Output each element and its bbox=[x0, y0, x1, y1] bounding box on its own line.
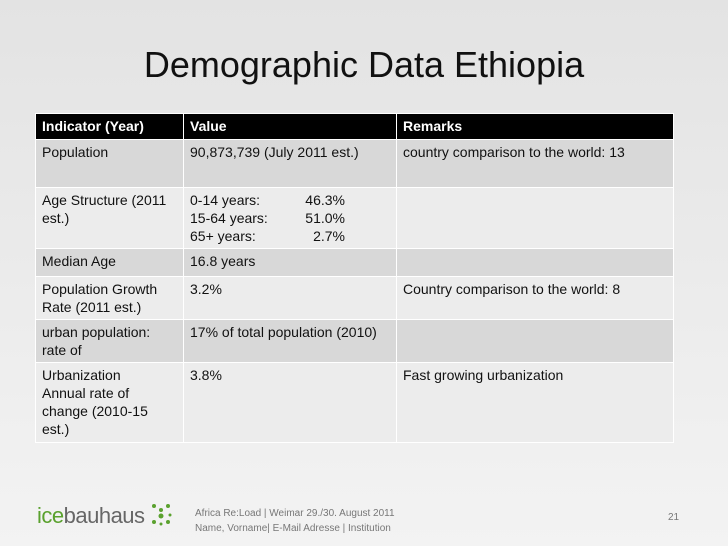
empty-cell bbox=[396, 248, 674, 277]
cell-line: Urbanization bbox=[42, 367, 121, 383]
age-group: 0-14 years: bbox=[190, 192, 261, 208]
column-header: Value bbox=[183, 113, 397, 140]
empty-cell bbox=[396, 319, 674, 363]
logo: icebauhaus bbox=[37, 502, 172, 529]
cell-line: Annual rate of change (2010-15 est.) bbox=[42, 385, 148, 437]
table-cell: 3.8% bbox=[183, 362, 397, 443]
age-grid: 0-14 years: 46.3% 15-64 years: 51.0% 65+ yea… bbox=[190, 191, 390, 245]
empty-cell bbox=[396, 187, 674, 249]
table-cell: urban population: rate of bbox=[35, 319, 184, 363]
table-row: Urbanization Annual rate of change (2010-… bbox=[35, 362, 674, 443]
table-cell: country comparison to the world: 13 bbox=[396, 139, 674, 188]
table-cell: Population Growth Rate (2011 est.) bbox=[35, 276, 184, 320]
table-cell: Country comparison to the world: 8 bbox=[396, 276, 674, 320]
footer-text: Africa Re:Load | Weimar 29./30. August 2… bbox=[195, 506, 395, 536]
table-row: Population 90,873,739 (July 2011 est.) cou… bbox=[35, 139, 674, 188]
age-share: 2.7% bbox=[313, 228, 345, 244]
slide-title: Demographic Data Ethiopia bbox=[143, 44, 585, 85]
table-cell: Urbanization Annual rate of change (2010-… bbox=[35, 362, 184, 443]
table-cell: 16.8 years bbox=[183, 248, 397, 277]
table-row: Age Structure (2011 est.) 0-14 years: 46.3… bbox=[35, 187, 674, 249]
table-cell: 3.2% bbox=[183, 276, 397, 320]
footer-line: Name, Vorname| E-Mail Adresse | Institut… bbox=[195, 523, 391, 534]
age-group: 15-64 years: bbox=[190, 210, 268, 226]
age-group: 65+ years: bbox=[190, 228, 256, 244]
age-share: 46.3% bbox=[305, 192, 345, 208]
column-header: Remarks bbox=[396, 113, 674, 140]
footer-line: Africa Re:Load | Weimar 29./30. August 2… bbox=[195, 508, 395, 519]
table-cell: 17% of total population (2010) bbox=[183, 319, 397, 363]
table-cell: Age Structure (2011 est.) bbox=[35, 187, 184, 249]
table-row: urban population: rate of 17% of total po… bbox=[35, 319, 674, 363]
age-share: 51.0% bbox=[305, 210, 345, 226]
table-cell: Fast growing urbanization bbox=[396, 362, 674, 443]
table-row: Median Age 16.8 years bbox=[35, 248, 674, 277]
table-cell: 0-14 years: 46.3% 15-64 years: 51.0% 65+ yea… bbox=[183, 187, 397, 249]
logo-icon bbox=[152, 504, 172, 526]
table-row: Population Growth Rate (2011 est.) 3.2% Co… bbox=[35, 276, 674, 320]
logo-prefix: ice bbox=[37, 503, 64, 528]
column-header: Indicator (Year) bbox=[35, 113, 184, 140]
table-cell: Population bbox=[35, 139, 184, 188]
table-cell: Median Age bbox=[35, 248, 184, 277]
header-row: Indicator (Year) Value Remarks bbox=[35, 113, 674, 140]
logo-suffix: bauhaus bbox=[63, 503, 145, 528]
table-cell: 90,873,739 (July 2011 est.) bbox=[183, 139, 397, 188]
data-table: Indicator (Year) Value Remarks Population 9… bbox=[35, 113, 674, 443]
page-number: 21 bbox=[668, 512, 680, 523]
